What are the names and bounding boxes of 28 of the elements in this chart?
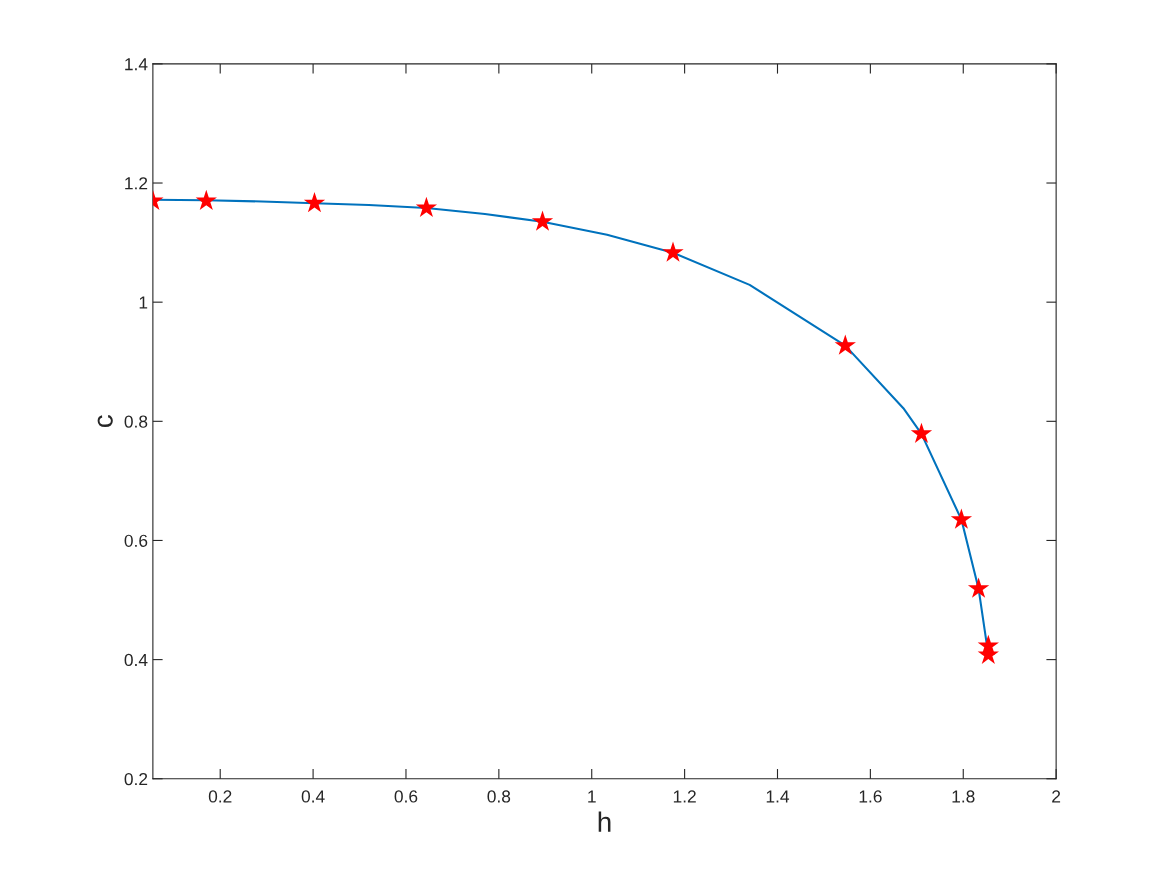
- point: [415, 196, 438, 218]
- y-axis-title: c: [97, 415, 113, 428]
- x-tick-label: 1.4: [766, 790, 790, 803]
- x-tick-label: 0.8: [487, 790, 511, 803]
- point: [834, 334, 856, 355]
- y-tick-label: 1: [139, 296, 148, 309]
- point: [967, 577, 990, 598]
- x-tick-label: 1: [588, 790, 596, 803]
- y-tick-label: 1.4: [125, 58, 148, 71]
- x-tick-label: 0.4: [301, 790, 325, 803]
- y-tick-label: 1.2: [125, 177, 148, 190]
- x-axis-title: h: [598, 811, 611, 832]
- x-tick-label: 2: [1052, 790, 1061, 803]
- x-tick-label: 1.6: [859, 790, 882, 803]
- y-tick-label: 0.4: [124, 653, 148, 667]
- x-tick-label: 0.2: [208, 790, 232, 803]
- x-tick-label: 0.6: [394, 790, 418, 803]
- point: [195, 189, 217, 210]
- point: [303, 192, 326, 213]
- point: [910, 422, 933, 443]
- y-tick-label: 0.6: [124, 534, 148, 547]
- y-tick-label: 0.2: [124, 772, 148, 786]
- point: [531, 210, 554, 231]
- point: [950, 508, 973, 529]
- point: [662, 241, 684, 262]
- x-tick-label: 1.8: [952, 790, 975, 803]
- y-tick-label: 0.8: [124, 415, 148, 428]
- x-tick-label: 1.2: [673, 790, 696, 803]
